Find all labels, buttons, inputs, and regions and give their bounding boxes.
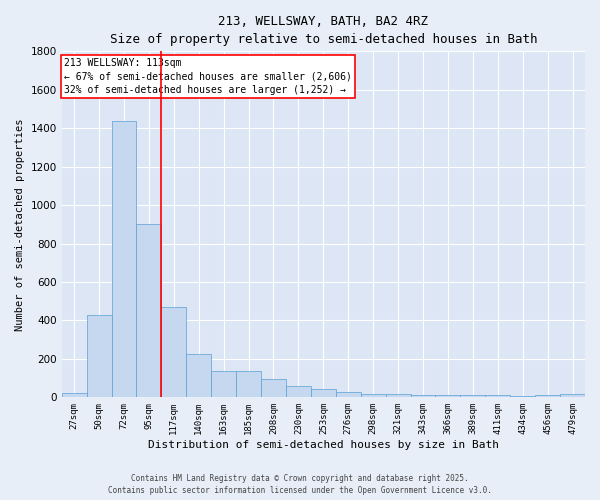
- Bar: [361, 394, 386, 398]
- X-axis label: Distribution of semi-detached houses by size in Bath: Distribution of semi-detached houses by …: [148, 440, 499, 450]
- Bar: [161, 307, 186, 398]
- Bar: [286, 386, 311, 398]
- Bar: [336, 392, 361, 398]
- Title: 213, WELLSWAY, BATH, BA2 4RZ
Size of property relative to semi-detached houses i: 213, WELLSWAY, BATH, BA2 4RZ Size of pro…: [110, 15, 537, 46]
- Bar: [136, 224, 161, 398]
- Bar: [485, 396, 510, 398]
- Text: Contains HM Land Registry data © Crown copyright and database right 2025.
Contai: Contains HM Land Registry data © Crown c…: [108, 474, 492, 495]
- Bar: [112, 120, 136, 398]
- Bar: [510, 396, 535, 398]
- Bar: [436, 396, 460, 398]
- Bar: [211, 372, 236, 398]
- Bar: [460, 396, 485, 398]
- Bar: [236, 372, 261, 398]
- Bar: [186, 354, 211, 398]
- Bar: [535, 396, 560, 398]
- Y-axis label: Number of semi-detached properties: Number of semi-detached properties: [15, 118, 25, 330]
- Bar: [386, 394, 410, 398]
- Bar: [62, 392, 86, 398]
- Bar: [311, 388, 336, 398]
- Text: 213 WELLSWAY: 113sqm
← 67% of semi-detached houses are smaller (2,606)
32% of se: 213 WELLSWAY: 113sqm ← 67% of semi-detac…: [64, 58, 352, 94]
- Bar: [261, 379, 286, 398]
- Bar: [86, 314, 112, 398]
- Bar: [560, 394, 585, 398]
- Bar: [410, 395, 436, 398]
